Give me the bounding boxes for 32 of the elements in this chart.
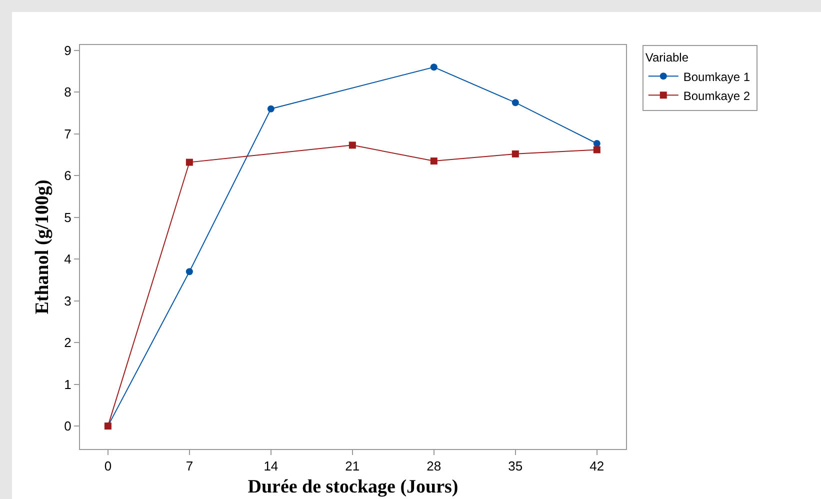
y-axis-title: Ethanol (g/100g) [32, 180, 54, 314]
x-tick-label: 7 [186, 458, 194, 474]
x-tick-label: 42 [590, 458, 604, 474]
point [348, 142, 356, 149]
y-tick-label: 9 [64, 42, 72, 58]
point [593, 140, 600, 147]
legend-title: Variable [645, 50, 689, 65]
point [267, 105, 274, 112]
point [430, 158, 438, 165]
y-tick-label: 3 [64, 293, 72, 308]
x-tick-label: 28 [426, 458, 442, 474]
y-tick-label: 8 [64, 84, 72, 100]
x-tick-label: 35 [508, 458, 523, 474]
x-tick-label: 21 [345, 458, 360, 474]
y-tick-label: 4 [64, 252, 72, 267]
point [593, 146, 600, 154]
legend-label: Boumkaye 2 [683, 88, 750, 103]
x-axis-title: Durée de stockage (Jours) [248, 476, 458, 498]
y-tick-label: 1 [64, 376, 72, 392]
point [186, 158, 193, 166]
point [430, 64, 438, 71]
y-tick-label: 7 [64, 126, 72, 142]
point [512, 150, 519, 158]
y-tick-label: 2 [64, 335, 72, 350]
x-tick-label: 14 [264, 458, 278, 474]
y-tick-label: 6 [64, 168, 72, 184]
legend-label: Boumkaye 1 [683, 70, 750, 84]
point [512, 99, 519, 106]
y-tick-label: 5 [64, 210, 72, 225]
y-tick-label: 0 [64, 418, 72, 434]
x-tick-label: 0 [104, 458, 112, 474]
point [186, 268, 193, 276]
